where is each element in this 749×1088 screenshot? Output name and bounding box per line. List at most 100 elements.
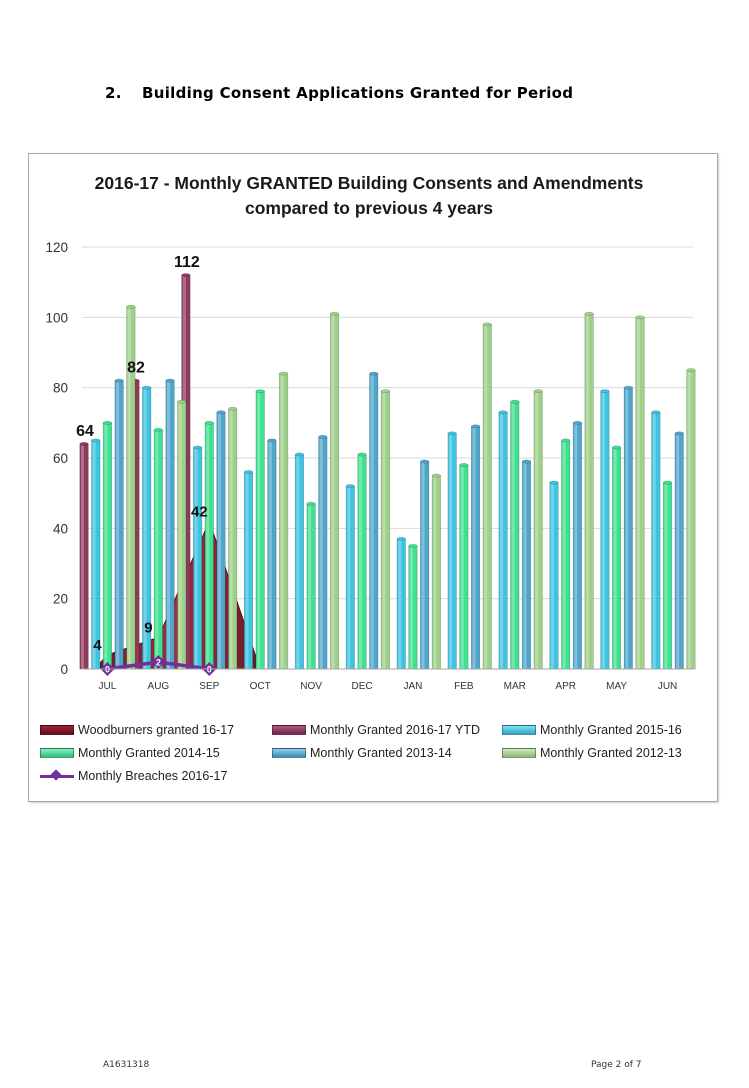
bar-2012-13 [279,371,289,670]
bar-cap [584,311,594,316]
bar-2012-13 [635,315,645,670]
legend-line-marker [40,771,74,781]
bar-highlight [601,391,605,669]
legend-item-woodburners: Woodburners granted 16-17 [40,721,234,739]
bar-cap [408,544,418,548]
bar-highlight [460,465,464,669]
bar-highlight [484,324,488,669]
bar-cap [686,368,696,372]
bar-2013-14 [572,420,582,670]
bar-highlight [382,391,386,669]
bar-cap [79,442,89,446]
y-tick-label: 0 [60,662,68,677]
legend-item-2016-17: Monthly Granted 2016-17 YTD [272,721,480,739]
bar-2012-13 [177,399,187,670]
bar-highlight [194,447,198,669]
bar-2013-14 [318,435,328,670]
woodburner-data-label: 4 [93,637,102,654]
legend-item-2013-14: Monthly Granted 2013-14 [272,744,452,762]
bar-cap [330,311,340,316]
bar-cap [204,420,214,425]
legend-swatch [40,748,74,758]
bar-cap [267,438,277,443]
bar-highlight [127,306,131,669]
bar-2012-13 [431,473,441,670]
bar-cap [244,470,254,474]
bar-highlight [586,313,590,669]
bar-highlight [143,387,147,669]
bar-2015-16 [243,470,254,670]
bar-2015-16 [396,537,406,670]
bar-cap [369,371,379,376]
x-tick-label: OCT [250,681,271,692]
bar-2015-16 [600,389,610,670]
bar-cap [357,452,367,457]
bar-cap [228,406,238,411]
bar-highlight [687,370,691,669]
bar-highlight [217,412,221,669]
bar-cap [447,431,457,436]
chart-legend: Woodburners granted 16-17 Monthly Grante… [40,721,710,801]
bar-cap [600,389,610,394]
x-tick-label: JUN [658,681,677,692]
x-tick-label: MAY [606,681,627,692]
bar-cap [521,459,531,464]
x-tick-label: APR [555,681,576,692]
bar-2014-15 [510,399,520,670]
legend-item-2015-16: Monthly Granted 2015-16 [502,721,682,739]
bar-highlight [206,422,210,669]
bar-highlight [433,475,437,669]
bar-cap [114,378,124,383]
y-tick-label: 80 [53,381,68,396]
bar-2014-15 [153,428,163,670]
legend-label: Monthly Granted 2013-14 [310,746,452,760]
bar-highlight [296,454,300,669]
woodburner-data-label: 42 [191,503,208,520]
bar-cap [294,452,304,457]
legend-swatch [40,725,74,735]
bar-cap [318,435,328,439]
bar-cap [193,445,203,450]
bar-2013-14 [471,424,481,670]
bar-highlight [421,461,425,669]
legend-swatch [272,748,306,758]
bar-2014-15 [357,452,367,670]
bar-highlight [535,391,539,669]
bar-2015-16 [447,431,457,670]
bar-highlight [472,426,476,669]
bar-cap [306,501,316,506]
bar-2012-13 [380,389,390,670]
bar-cap [126,304,136,309]
consents-chart: 2016-17 - Monthly GRANTED Building Conse… [45,173,696,692]
bar-cap [663,480,673,485]
bar-highlight [500,412,504,669]
bar-highlight [245,472,249,669]
bar-cap [572,420,582,425]
bar-2015-16 [549,480,559,670]
bar-highlight [116,380,120,669]
bar-cap [102,420,112,425]
bar-highlight [613,447,617,669]
legend-label: Monthly Granted 2016-17 YTD [310,723,481,737]
bar-highlight [257,391,261,669]
bar-highlight [167,380,170,669]
bar-highlight [370,373,374,669]
bar-2013-14 [623,385,633,670]
breach-marker [151,654,166,669]
bar-2016-17 [79,442,89,670]
bar-highlight [319,436,323,669]
bar-cap [561,438,571,443]
y-tick-label: 20 [53,592,68,607]
bar-2014-15 [204,420,214,670]
bar-cap [380,389,390,394]
ytd-data-label: 64 [76,423,94,440]
section-number: 2. [105,84,122,102]
bar-2013-14 [674,431,684,670]
section-heading: 2. Building Consent Applications Granted … [105,84,573,102]
x-tick-label: AUG [148,681,170,692]
bar-cap [431,473,441,478]
y-tick-label: 40 [53,521,68,536]
bar-2014-15 [255,389,265,670]
bar-highlight [331,313,335,669]
bar-2014-15 [459,463,469,670]
